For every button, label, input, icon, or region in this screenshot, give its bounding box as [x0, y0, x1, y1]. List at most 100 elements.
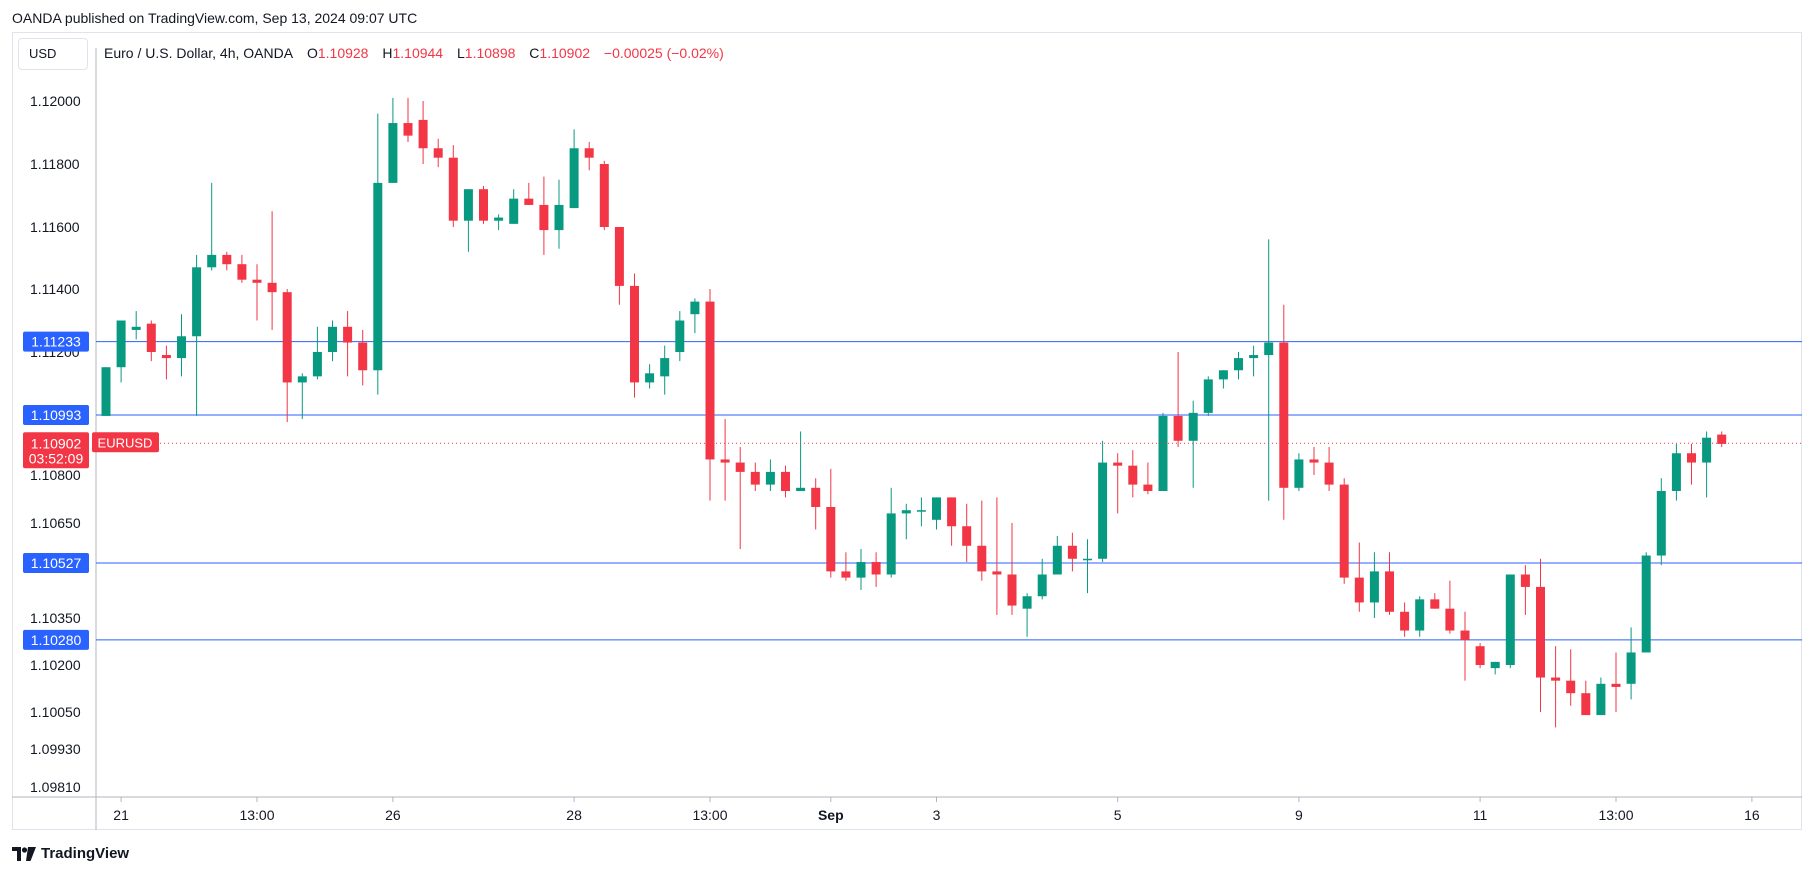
candle-up[interactable] [1083, 558, 1092, 561]
candle-up[interactable] [1022, 596, 1032, 609]
candle-down[interactable] [1339, 484, 1349, 578]
candle-up[interactable] [1596, 683, 1606, 716]
candle-down[interactable] [584, 148, 594, 158]
candle-down[interactable] [1143, 484, 1153, 491]
candle-up[interactable] [1037, 574, 1047, 597]
candle-up[interactable] [675, 320, 685, 353]
candle-up[interactable] [207, 254, 217, 268]
candle-up[interactable] [1505, 574, 1515, 665]
candle-down[interactable] [1324, 462, 1334, 485]
candle-down[interactable] [237, 264, 247, 280]
candle-down[interactable] [750, 471, 760, 485]
candle-up[interactable] [328, 326, 337, 352]
candle-down[interactable] [1475, 646, 1485, 665]
candle-up[interactable] [1218, 370, 1228, 380]
candle-down[interactable] [418, 119, 428, 149]
candle-down[interactable] [282, 292, 292, 383]
candle-down[interactable] [479, 189, 488, 221]
candle-down[interactable] [1067, 545, 1077, 559]
candle-up[interactable] [916, 510, 926, 512]
candle-up[interactable] [660, 358, 670, 377]
candle-down[interactable] [781, 471, 790, 491]
candle-down[interactable] [977, 545, 987, 572]
candle-up[interactable] [690, 301, 700, 315]
candle-up[interactable] [388, 123, 398, 183]
candle-down[interactable] [403, 123, 413, 136]
candle-up[interactable] [554, 204, 564, 231]
candle-up[interactable] [1188, 412, 1198, 441]
candle-down[interactable] [222, 254, 232, 265]
candle-down[interactable] [720, 459, 730, 463]
candle-up[interactable] [1641, 555, 1651, 653]
candle-down[interactable] [735, 462, 745, 472]
candle-down[interactable] [992, 571, 1002, 575]
candle-down[interactable] [826, 507, 836, 572]
candle-up[interactable] [1234, 358, 1243, 371]
candle-up[interactable] [192, 267, 202, 337]
candle-up[interactable] [1294, 459, 1304, 488]
candle-down[interactable] [947, 497, 957, 527]
candle-down[interactable] [1400, 611, 1410, 631]
candle-down[interactable] [1717, 434, 1727, 444]
candle-up[interactable] [886, 513, 896, 575]
candle-down[interactable] [1460, 630, 1470, 640]
candle-down[interactable] [1551, 677, 1561, 681]
candle-down[interactable] [599, 164, 609, 227]
candle-up[interactable] [1052, 545, 1062, 575]
candle-down[interactable] [1309, 459, 1319, 463]
candle-down[interactable] [1611, 683, 1621, 687]
candle-down[interactable] [267, 282, 277, 293]
candle-down[interactable] [962, 526, 972, 546]
candle-down[interactable] [871, 562, 881, 575]
candle-up[interactable] [796, 487, 806, 491]
candle-down[interactable] [1566, 680, 1576, 694]
candle-up[interactable] [1415, 599, 1425, 631]
candle-down[interactable] [1430, 599, 1440, 609]
candle-down[interactable] [1354, 577, 1364, 603]
candle-down[interactable] [358, 342, 368, 371]
currency-button[interactable]: USD [18, 38, 88, 70]
candle-down[interactable] [1007, 574, 1017, 606]
candle-up[interactable] [901, 510, 911, 514]
candle-up[interactable] [765, 471, 775, 485]
candle-up[interactable] [1264, 342, 1274, 356]
candle-down[interactable] [1385, 571, 1394, 612]
candle-down[interactable] [1173, 415, 1183, 441]
candle-down[interactable] [1536, 586, 1545, 678]
candle-up[interactable] [494, 217, 504, 221]
candle-down[interactable] [524, 198, 534, 205]
candle-down[interactable] [448, 157, 458, 221]
candle-up[interactable] [131, 326, 141, 330]
candle-up[interactable] [297, 376, 307, 383]
candle-up[interactable] [463, 189, 473, 221]
candle-up[interactable] [1490, 661, 1500, 669]
candle-up[interactable] [1702, 437, 1712, 463]
tradingview-logo[interactable]: TradingView [12, 845, 129, 862]
candle-up[interactable] [1369, 571, 1379, 603]
candle-down[interactable] [1113, 462, 1123, 466]
candle-down[interactable] [1128, 465, 1138, 485]
candle-down[interactable] [1687, 453, 1696, 463]
candle-up[interactable] [1249, 355, 1259, 359]
candle-up[interactable] [101, 367, 111, 416]
candle-up[interactable] [373, 182, 383, 371]
candle-down[interactable] [343, 326, 353, 343]
candle-up[interactable] [509, 198, 519, 224]
candle-down[interactable] [811, 487, 821, 507]
candle-down[interactable] [539, 204, 549, 231]
candle-down[interactable] [841, 571, 851, 578]
candle-up[interactable] [856, 562, 866, 578]
candle-down[interactable] [1520, 574, 1530, 587]
candle-down[interactable] [614, 227, 624, 286]
candle-down[interactable] [705, 301, 715, 460]
candle-down[interactable] [630, 285, 639, 383]
candle-down[interactable] [1581, 693, 1591, 716]
candle-up[interactable] [116, 320, 126, 368]
candle-down[interactable] [146, 323, 156, 352]
candle-up[interactable] [1671, 453, 1681, 491]
candle-down[interactable] [161, 355, 171, 359]
candle-up[interactable] [1203, 379, 1213, 413]
candle-down[interactable] [252, 279, 262, 283]
candle-up[interactable] [1098, 462, 1108, 559]
